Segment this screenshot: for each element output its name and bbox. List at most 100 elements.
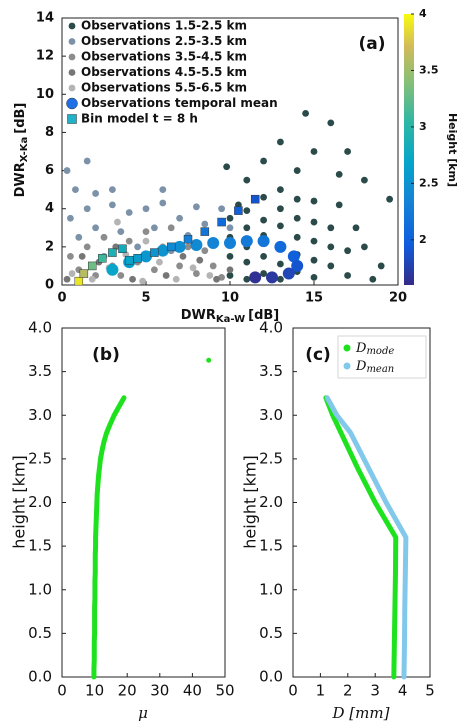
observation-point — [243, 207, 251, 215]
mean-point — [240, 235, 253, 248]
legend-marker — [68, 84, 76, 92]
mean-point — [249, 271, 262, 284]
observation-point — [88, 275, 96, 283]
observation-point — [117, 228, 125, 236]
colorbar-tick-label: 4 — [419, 7, 427, 20]
observation-point — [213, 275, 220, 283]
observation-point — [75, 233, 83, 241]
observation-point — [223, 163, 231, 171]
observation-point — [226, 266, 234, 274]
y-axis-label: height [km] — [241, 455, 260, 548]
observation-point — [302, 109, 309, 117]
observation-point — [260, 252, 267, 260]
model-point — [166, 242, 176, 252]
legend-label: Observations 2.5-3.5 km — [81, 34, 247, 48]
observation-point — [100, 233, 108, 241]
x-tick-label: 3 — [370, 682, 380, 700]
model-point — [118, 244, 127, 254]
mean-point — [287, 250, 300, 263]
observation-point — [335, 170, 343, 178]
x-tick-label: 2 — [343, 682, 353, 700]
observation-point — [260, 270, 267, 277]
observation-point — [139, 277, 147, 285]
axis-label-unit: [dB] — [13, 103, 28, 134]
observation-point — [151, 266, 158, 274]
model-point — [79, 269, 89, 278]
observation-point — [277, 205, 284, 213]
panel-label: (b) — [92, 345, 120, 365]
observation-point — [243, 224, 251, 232]
colorbar-label: Height [km] — [446, 113, 459, 187]
observation-point — [344, 272, 351, 279]
plot-frame — [61, 327, 226, 678]
observation-point — [293, 195, 301, 203]
legend-marker — [66, 97, 78, 110]
x-axis-label: D [mm] — [332, 704, 390, 722]
observation-point — [226, 272, 234, 279]
observation-point — [243, 275, 251, 283]
x-tick-label: 20 — [118, 682, 137, 700]
legend-box — [337, 335, 427, 379]
observation-point — [310, 148, 318, 155]
observation-point — [310, 256, 318, 264]
legend-label: Observations temporal mean — [81, 96, 278, 110]
mean-point — [266, 271, 278, 284]
observation-point — [226, 224, 234, 232]
y-tick-label: 2.0 — [28, 493, 52, 511]
y-tick-label: 8 — [45, 125, 54, 140]
model-point — [200, 227, 210, 236]
axis-label: DWRKa-W [dB] — [181, 308, 279, 326]
observation-point — [369, 275, 377, 283]
observation-point — [83, 243, 91, 251]
legend-marker — [343, 344, 351, 352]
x-tick-label: 40 — [183, 682, 202, 700]
data-line — [323, 395, 399, 680]
observation-point — [159, 199, 167, 207]
observation-point — [176, 262, 184, 270]
observation-point — [218, 205, 226, 213]
model-point — [108, 248, 117, 257]
colorbar-tick-label: 3 — [419, 120, 427, 133]
observation-point — [193, 203, 200, 211]
observation-point — [63, 167, 71, 174]
mean-point — [190, 238, 203, 251]
colorbar-tick-label: 2 — [419, 233, 427, 246]
y-tick-label: 0.0 — [28, 668, 52, 686]
observation-point — [162, 272, 170, 279]
x-tick-label: 0 — [288, 682, 298, 700]
observation-point — [184, 243, 192, 251]
observation-point — [243, 258, 251, 266]
observation-point — [243, 176, 251, 184]
model-point — [124, 255, 134, 265]
y-tick-label: 0.0 — [259, 668, 283, 686]
observation-point — [277, 275, 284, 283]
legend-label: Dmode — [355, 341, 394, 357]
y-tick-label: 3.5 — [259, 362, 283, 380]
y-tick-label: 2.5 — [259, 449, 283, 467]
observation-point — [361, 243, 368, 251]
x-tick-label: 0 — [57, 682, 67, 700]
x-tick-label: 5 — [425, 682, 435, 700]
colorbar-tick-label: 3.5 — [419, 63, 439, 76]
observation-point — [156, 258, 163, 266]
observation-point — [344, 247, 351, 255]
legend-label: Bin model t = 8 h — [81, 112, 198, 126]
x-tick-label: 30 — [150, 682, 169, 700]
observation-point — [114, 218, 121, 226]
legend-label: Observations 5.5-6.5 km — [81, 81, 247, 95]
observation-point — [327, 224, 335, 232]
observation-point — [293, 214, 301, 222]
x-tick-label: 4 — [398, 682, 408, 700]
observation-point — [63, 275, 71, 283]
observation-point — [142, 237, 150, 245]
legend-marker — [68, 53, 76, 61]
observation-point — [206, 272, 214, 279]
y-tick-label: 2.0 — [259, 493, 283, 511]
observation-point — [67, 252, 74, 260]
observation-point — [67, 214, 74, 222]
observation-point — [335, 201, 343, 209]
y-tick-label: 1.0 — [259, 580, 283, 598]
y-tick-label: 3.5 — [28, 362, 52, 380]
y-tick-label: 3.0 — [259, 406, 283, 424]
x-tick-label: 50 — [215, 682, 234, 700]
